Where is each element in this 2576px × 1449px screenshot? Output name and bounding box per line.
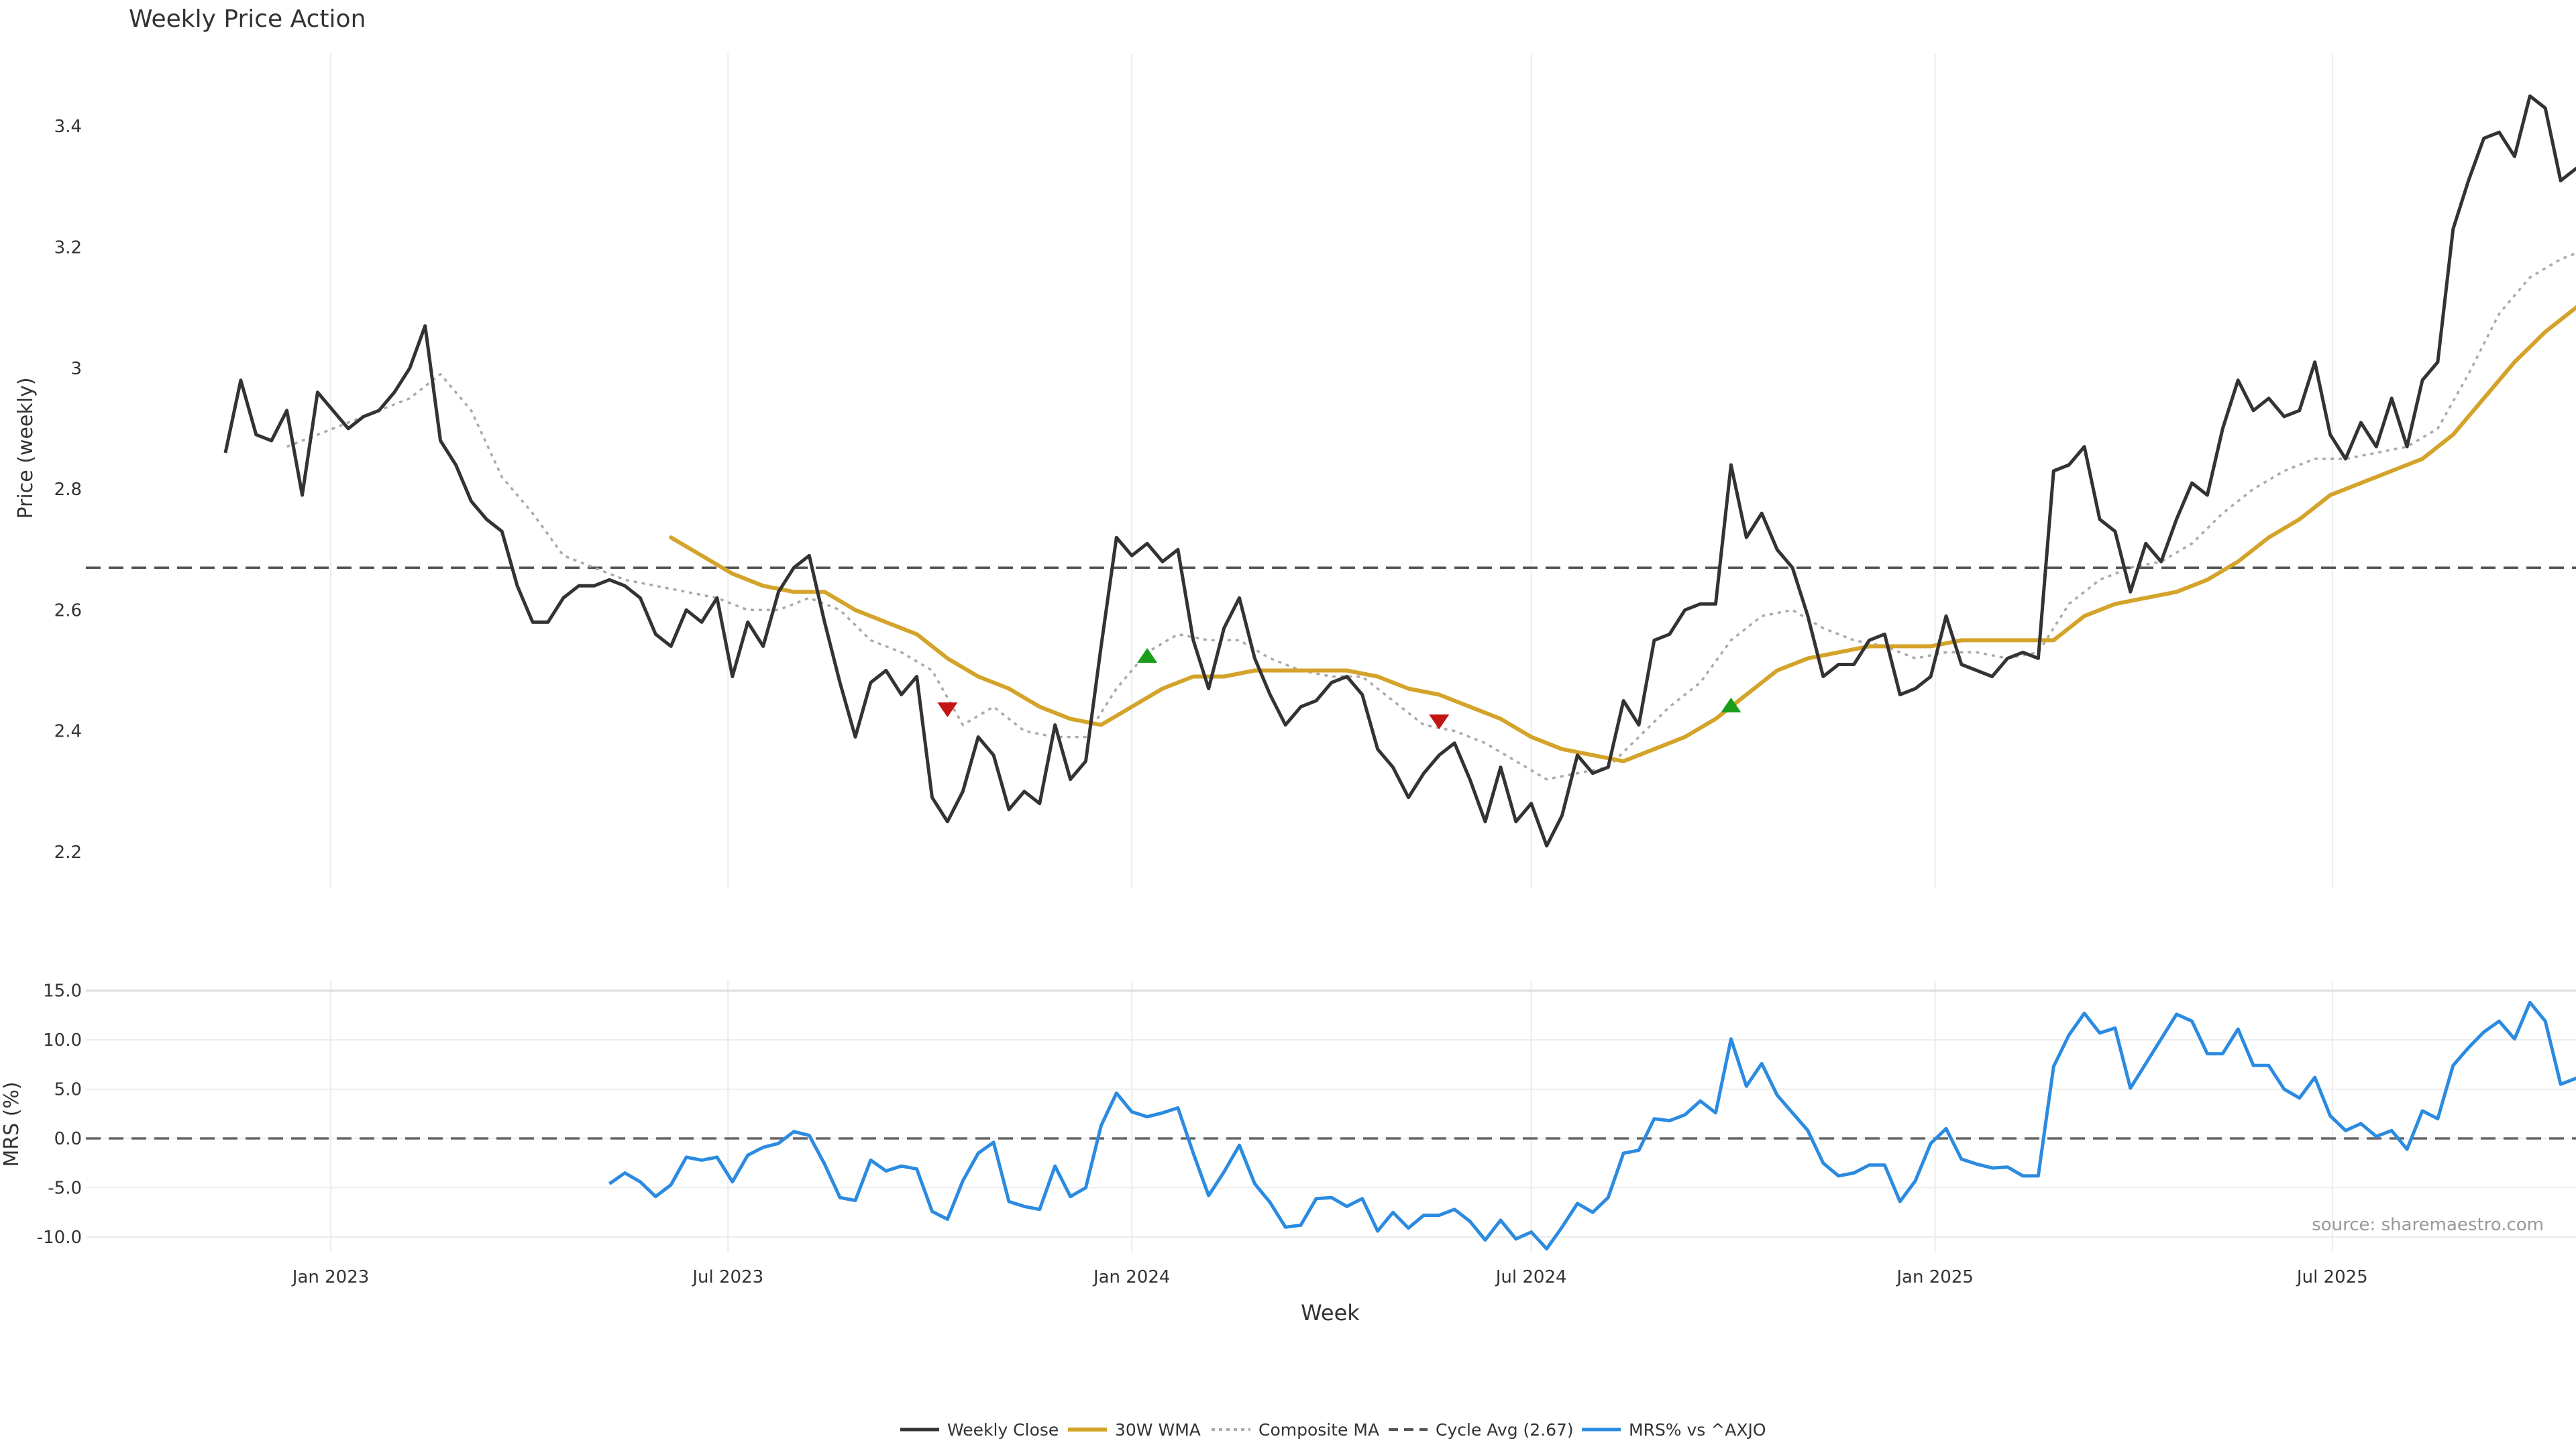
legend-item: MRS% vs ^AXJO [1582, 1420, 1766, 1440]
mrs-y-tick-label: 10.0 [43, 1030, 82, 1051]
mrs-y-tick-labels: 15.0 10.0 5.0 0.0 -5.0 -10.0 [37, 981, 82, 1248]
source-note: source: sharemaestro.com [2312, 1215, 2544, 1235]
buy-signal-marker [1721, 697, 1741, 712]
price-grid [330, 54, 2333, 888]
mrs-y-tick-label: -10.0 [37, 1228, 82, 1248]
legend-label: Composite MA [1258, 1420, 1379, 1440]
price-y-axis-label: Price (weekly) [14, 377, 38, 519]
x-tick-label: Jul 2024 [1495, 1267, 1567, 1287]
mrs-y-tick-label: 0.0 [54, 1129, 82, 1149]
x-tick-label: Jul 2025 [2296, 1267, 2368, 1287]
price-y-tick-label: 3.4 [54, 117, 82, 137]
price-y-tick-labels: 2.2 2.4 2.6 2.8 3 3.2 3.4 [54, 117, 82, 863]
buy-signal-marker [1137, 647, 1158, 663]
x-tick-labels: Jan 2023 Jul 2023 Jan 2024 Jul 2024 Jan 2025… [291, 1267, 2368, 1287]
signal-markers [937, 647, 1741, 730]
x-axis-label: Week [1301, 1300, 1360, 1326]
price-y-tick-label: 2.4 [54, 722, 82, 742]
mrs-grid [86, 981, 2576, 1252]
mrs-line [608, 1000, 2576, 1251]
x-tick-label: Jan 2025 [1895, 1267, 1974, 1287]
price-y-tick-label: 2.8 [54, 480, 82, 500]
price-y-tick-label: 2.6 [54, 600, 82, 621]
legend-item: 30W WMA [1068, 1420, 1201, 1440]
legend: Weekly Close 30W WMA Composite MA Cycle Avg… [900, 1420, 1766, 1440]
x-tick-label: Jul 2023 [691, 1267, 763, 1287]
price-y-tick-label: 3 [70, 359, 82, 379]
wma-30w-line [669, 305, 2576, 763]
mrs-y-tick-label: 15.0 [43, 981, 82, 1002]
price-y-tick-label: 3.2 [54, 237, 82, 258]
sell-signal-marker [1429, 714, 1450, 730]
mrs-y-axis-label: MRS (%) [0, 1081, 23, 1167]
mrs-panel: 15.0 10.0 5.0 0.0 -5.0 -10.0 MRS (%) source: … [0, 981, 2576, 1252]
mrs-y-tick-label: -5.0 [48, 1179, 82, 1199]
legend-label: 30W WMA [1115, 1420, 1201, 1440]
price-panel: 2.2 2.4 2.6 2.8 3 3.2 3.4 Price (weekly) [14, 54, 2576, 888]
mrs-y-tick-label: 5.0 [54, 1080, 82, 1100]
legend-item: Composite MA [1212, 1420, 1379, 1440]
x-tick-label: Jan 2023 [291, 1267, 370, 1287]
legend-label: Weekly Close [947, 1420, 1059, 1440]
legend-label: Cycle Avg (2.67) [1436, 1420, 1574, 1440]
x-tick-label: Jan 2024 [1092, 1267, 1171, 1287]
legend-label: MRS% vs ^AXJO [1629, 1420, 1766, 1440]
price-y-tick-label: 2.2 [54, 843, 82, 863]
weekly-close-line [223, 94, 2576, 848]
legend-item: Weekly Close [900, 1420, 1059, 1440]
sell-signal-marker [937, 702, 958, 718]
legend-item: Cycle Avg (2.67) [1389, 1420, 1574, 1440]
chart-title: Weekly Price Action [129, 5, 366, 33]
composite-ma-line [286, 252, 2576, 781]
